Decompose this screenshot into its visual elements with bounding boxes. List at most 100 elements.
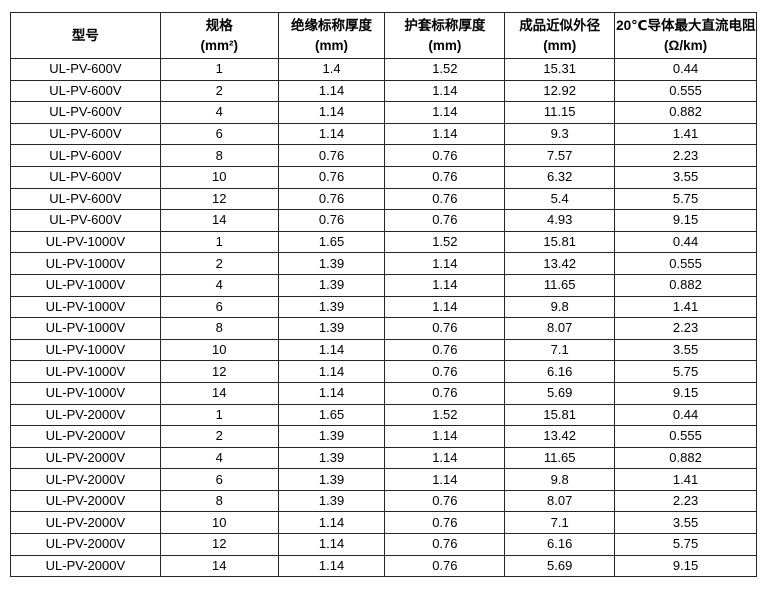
table-cell: 1.14 (384, 295, 506, 319)
table-row: UL-PV-600V 12 0.76 0.76 5.4 5.75 (10, 187, 757, 211)
table-cell: 11.65 (504, 446, 616, 470)
table-cell: 14 (159, 381, 279, 405)
table-cell: 1 (159, 230, 279, 254)
table-cell: 9.15 (614, 554, 757, 578)
table-cell: UL-PV-2000V (10, 489, 161, 513)
table-cell: 0.76 (384, 511, 506, 535)
table-row: UL-PV-1000V 8 1.39 0.76 8.07 2.23 (10, 317, 757, 340)
table-cell: 1.14 (277, 79, 386, 103)
table-cell: 1.14 (384, 122, 506, 146)
table-cell: UL-PV-600V (10, 101, 161, 124)
header-title: 20℃导体最大直流电阻 (616, 17, 756, 33)
table-cell: 2 (159, 79, 279, 103)
table-cell: 0.44 (614, 403, 757, 427)
table-cell: 0.76 (384, 360, 506, 383)
table-cell: 0.76 (384, 144, 506, 167)
table-cell: 0.882 (614, 446, 757, 470)
table-cell: 2 (159, 425, 279, 448)
table-row: UL-PV-2000V 14 1.14 0.76 5.69 9.15 (10, 554, 757, 578)
table-cell: 6 (159, 122, 279, 146)
header-outer-diameter: 成品近似外径 (mm) (504, 12, 616, 59)
table-cell: 0.882 (614, 273, 757, 297)
table-cell: 0.76 (384, 489, 506, 513)
table-cell: 1.65 (277, 230, 386, 254)
table-cell: 1.39 (277, 317, 386, 340)
header-spec: 规格 (mm²) (159, 12, 279, 59)
table-cell: UL-PV-600V (10, 209, 161, 232)
table-cell: 3.55 (614, 338, 757, 362)
header-unit: (Ω/km) (664, 37, 708, 53)
table-cell: 3.55 (614, 511, 757, 535)
table-cell: 5.69 (504, 554, 616, 578)
table-row: UL-PV-1000V 12 1.14 0.76 6.16 5.75 (10, 360, 757, 383)
table-cell: 0.76 (277, 209, 386, 232)
table-cell: UL-PV-2000V (10, 511, 161, 535)
table-cell: 1.14 (277, 533, 386, 556)
table-cell: 1.14 (384, 273, 506, 297)
table-cell: 9.15 (614, 209, 757, 232)
table-cell: 0.76 (277, 187, 386, 211)
table-cell: 1.14 (384, 425, 506, 448)
table-cell: 10 (159, 511, 279, 535)
header-unit: (mm) (315, 37, 349, 53)
table-cell: 2.23 (614, 489, 757, 513)
table-cell: UL-PV-600V (10, 165, 161, 189)
table-cell: 4 (159, 101, 279, 124)
table-cell: UL-PV-2000V (10, 425, 161, 448)
table-cell: 1.14 (277, 381, 386, 405)
table-cell: 1.14 (384, 446, 506, 470)
table-cell: 1.14 (277, 511, 386, 535)
pv-cable-spec-table: 型号 规格 (mm²) 绝缘标称厚度 (mm) 护套标称厚度 (mm) 成品近似… (10, 12, 757, 578)
table-row: UL-PV-1000V 4 1.39 1.14 11.65 0.882 (10, 273, 757, 297)
table-cell: 8 (159, 144, 279, 167)
table-cell: 4 (159, 446, 279, 470)
table-cell: 5.4 (504, 187, 616, 211)
table-cell: 1.52 (384, 58, 506, 81)
table-cell: 5.75 (614, 360, 757, 383)
table-cell: 1 (159, 58, 279, 81)
table-cell: 10 (159, 165, 279, 189)
table-cell: 14 (159, 209, 279, 232)
table-row: UL-PV-1000V 14 1.14 0.76 5.69 9.15 (10, 381, 757, 405)
table-cell: UL-PV-600V (10, 122, 161, 146)
table-cell: 0.76 (384, 317, 506, 340)
table-cell: UL-PV-1000V (10, 360, 161, 383)
table-cell: 14 (159, 554, 279, 578)
table-cell: 1.39 (277, 489, 386, 513)
table-row: UL-PV-2000V 2 1.39 1.14 13.42 0.555 (10, 425, 757, 448)
table-cell: 1.39 (277, 425, 386, 448)
table-cell: 0.76 (384, 209, 506, 232)
table-cell: 5.69 (504, 381, 616, 405)
table-cell: 8 (159, 317, 279, 340)
header-title: 护套标称厚度 (404, 17, 486, 33)
table-cell: UL-PV-600V (10, 79, 161, 103)
table-cell: 12 (159, 360, 279, 383)
table-cell: 3.55 (614, 165, 757, 189)
table-row: UL-PV-600V 1 1.4 1.52 15.31 0.44 (10, 58, 757, 81)
table-cell: UL-PV-1000V (10, 317, 161, 340)
table-row: UL-PV-1000V 2 1.39 1.14 13.42 0.555 (10, 252, 757, 275)
table-cell: 1.39 (277, 468, 386, 491)
table-cell: 8 (159, 489, 279, 513)
table-cell: 7.1 (504, 338, 616, 362)
header-sheath-thickness: 护套标称厚度 (mm) (384, 12, 506, 59)
table-cell: 1.14 (277, 338, 386, 362)
table-row: UL-PV-600V 6 1.14 1.14 9.3 1.41 (10, 122, 757, 146)
table-cell: 7.57 (504, 144, 616, 167)
table-cell: 2.23 (614, 317, 757, 340)
table-body: UL-PV-600V 1 1.4 1.52 15.31 0.44 UL-PV-600V 2 1.… (10, 58, 757, 578)
header-title: 绝缘标称厚度 (291, 17, 373, 33)
table-cell: 11.65 (504, 273, 616, 297)
table-cell: 0.76 (384, 187, 506, 211)
header-dc-resistance: 20℃导体最大直流电阻 (Ω/km) (614, 12, 757, 59)
table-cell: 1.52 (384, 230, 506, 254)
table-cell: 1.14 (384, 79, 506, 103)
table-cell: UL-PV-1000V (10, 338, 161, 362)
table-cell: 1.52 (384, 403, 506, 427)
header-title: 型号 (71, 27, 99, 43)
header-title: 规格 (205, 17, 233, 33)
header-row: 型号 规格 (mm²) 绝缘标称厚度 (mm) 护套标称厚度 (mm) 成品近似… (10, 12, 757, 59)
table-row: UL-PV-600V 4 1.14 1.14 11.15 0.882 (10, 101, 757, 124)
table-cell: 6 (159, 468, 279, 491)
table-cell: 6 (159, 295, 279, 319)
